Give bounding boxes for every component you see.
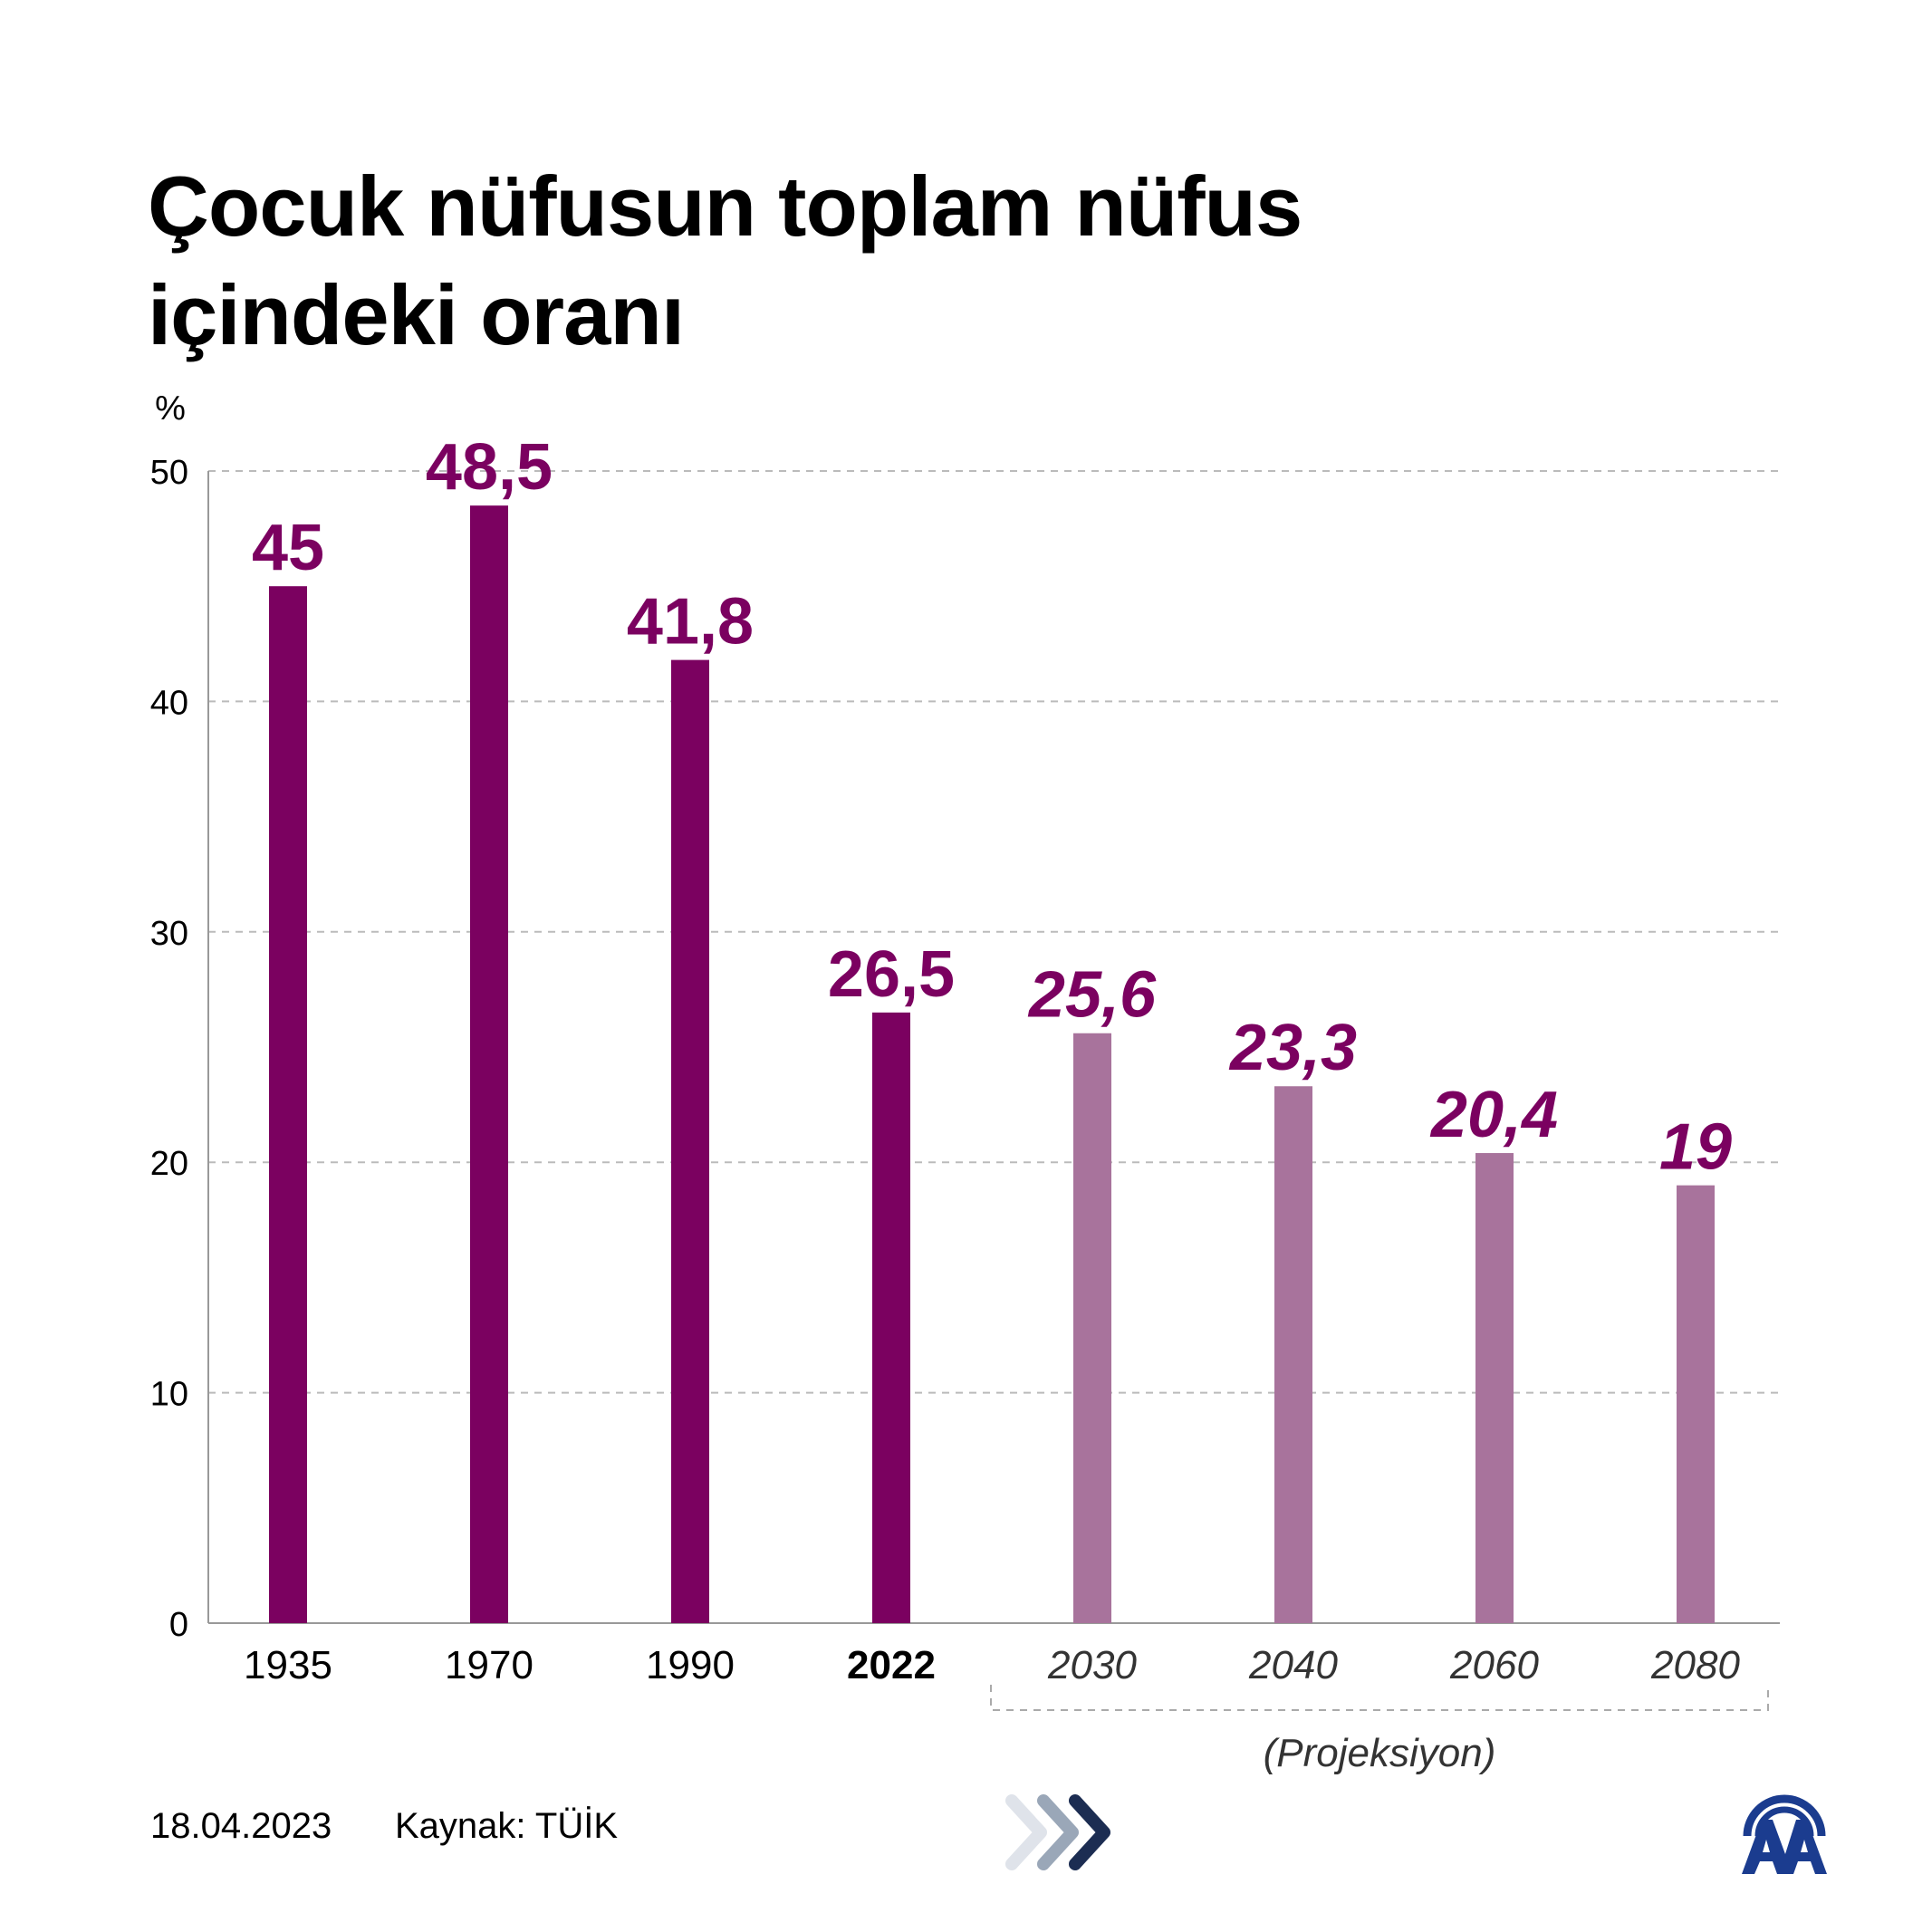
- publish-date: 18.04.2023: [150, 1806, 332, 1846]
- bar-2080: [1677, 1185, 1715, 1623]
- bar-2022: [872, 1012, 910, 1623]
- value-label-2080: 19: [1659, 1111, 1732, 1184]
- bar-1970: [470, 505, 508, 1624]
- bar-1935: [269, 586, 307, 1624]
- projection-label: (Projeksiyon): [1264, 1731, 1496, 1775]
- x-tick-label-2080: 2080: [1650, 1643, 1740, 1687]
- y-tick-label: 0: [169, 1606, 188, 1644]
- bar-1990: [671, 659, 709, 1624]
- y-tick-label: 20: [150, 1145, 188, 1183]
- projection-bracket: (Projeksiyon): [990, 1685, 1769, 1775]
- chevron-light-icon: [1005, 1794, 1047, 1870]
- grid-lines: [208, 470, 1780, 1394]
- chevron-arrows-icon: [1005, 1794, 1110, 1870]
- y-tick-label: 30: [150, 915, 188, 953]
- y-tick-label: 10: [150, 1376, 188, 1414]
- x-tick-label-2022: 2022: [847, 1643, 936, 1687]
- chevron-mid-icon: [1037, 1794, 1079, 1870]
- value-label-2040: 23,3: [1228, 1012, 1357, 1084]
- chart-title: Çocuk nüfusun toplam nüfus içindeki oran…: [148, 159, 1302, 362]
- logo-text: AA: [1735, 1780, 1736, 1781]
- x-tick-label-2030: 2030: [1047, 1643, 1137, 1687]
- value-label-2022: 26,5: [828, 938, 955, 1011]
- y-axis-unit: %: [155, 389, 186, 428]
- aa-logo: AA: [1735, 1780, 1827, 1874]
- value-label-1935: 45: [252, 512, 324, 584]
- x-tick-label-1990: 1990: [646, 1643, 735, 1687]
- bar-2040: [1274, 1086, 1312, 1623]
- axes: [207, 471, 1780, 1624]
- value-label-2060: 20,4: [1429, 1079, 1558, 1151]
- x-tick-label-2060: 2060: [1449, 1643, 1539, 1687]
- value-label-1970: 48,5: [426, 431, 553, 504]
- x-tick-label-2040: 2040: [1248, 1643, 1338, 1687]
- bar-2030: [1073, 1033, 1111, 1623]
- chevron-dark-icon: [1069, 1794, 1110, 1870]
- x-tick-label-1970: 1970: [445, 1643, 533, 1687]
- y-tick-label: 40: [150, 684, 188, 722]
- bar-2060: [1475, 1153, 1514, 1623]
- value-labels: 45 48,5 41,8 26,5 25,6 23,3 20,4 19: [252, 431, 1732, 1183]
- source-note: Kaynak: TÜİK: [395, 1806, 618, 1847]
- value-label-2030: 25,6: [1027, 959, 1157, 1032]
- bars: [269, 505, 1715, 1624]
- source-label: Kaynak:: [395, 1806, 526, 1846]
- projection-bracket-line: [990, 1685, 1769, 1711]
- x-tick-label-1935: 1935: [244, 1643, 332, 1687]
- value-label-1990: 41,8: [627, 586, 754, 658]
- source-name: TÜİK: [534, 1806, 619, 1846]
- y-tick-label: 50: [150, 454, 188, 492]
